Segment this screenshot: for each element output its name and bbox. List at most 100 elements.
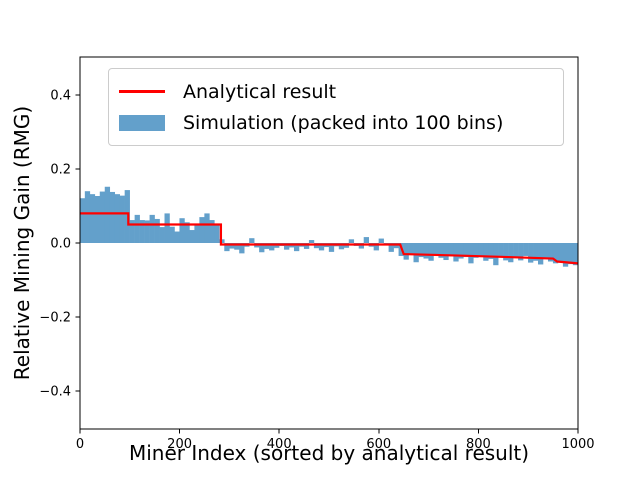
simulation-bar bbox=[473, 243, 479, 258]
simulation-bar bbox=[109, 191, 116, 243]
simulation-bar bbox=[154, 218, 160, 243]
simulation-bar bbox=[159, 227, 165, 243]
y-tick-label: 0.0 bbox=[50, 237, 71, 252]
simulation-bar bbox=[264, 243, 270, 249]
simulation-bar bbox=[513, 243, 519, 259]
x-tick-label: 0 bbox=[76, 437, 84, 452]
x-tick-label: 800 bbox=[466, 437, 491, 452]
simulation-bar bbox=[134, 214, 140, 243]
simulation-bar bbox=[259, 243, 265, 253]
simulation-bar bbox=[552, 243, 559, 264]
simulation-bar bbox=[542, 243, 549, 260]
simulation-bar bbox=[224, 243, 230, 252]
simulation-bar bbox=[453, 243, 459, 262]
x-tick-label: 200 bbox=[167, 437, 192, 452]
simulation-bar bbox=[328, 243, 335, 252]
simulation-bars bbox=[79, 186, 579, 267]
simulation-bar bbox=[179, 218, 185, 243]
simulation-bar bbox=[547, 243, 554, 262]
simulation-bar bbox=[528, 243, 534, 263]
simulation-bar bbox=[572, 243, 579, 266]
simulation-bar bbox=[408, 243, 414, 255]
simulation-bar bbox=[84, 191, 91, 243]
analytical-line bbox=[80, 212, 579, 265]
simulation-bar bbox=[503, 243, 509, 261]
simulation-bar bbox=[129, 220, 135, 243]
x-tick-label: 1000 bbox=[561, 437, 594, 452]
simulation-bar bbox=[249, 238, 255, 243]
simulation-bar bbox=[194, 224, 200, 243]
legend-label-analytical: Analytical result bbox=[183, 80, 337, 103]
simulation-bar bbox=[189, 230, 195, 243]
simulation-bar bbox=[418, 243, 424, 258]
simulation-bar bbox=[99, 191, 106, 243]
simulation-bar bbox=[144, 220, 150, 243]
simulation-bar bbox=[518, 243, 524, 261]
simulation-bar bbox=[373, 243, 379, 251]
simulation-bar bbox=[358, 243, 365, 249]
simulation-bar bbox=[303, 243, 310, 249]
simulation-bar bbox=[493, 243, 499, 266]
simulation-bar bbox=[199, 217, 205, 243]
simulation-bar bbox=[378, 238, 384, 243]
simulation-bar bbox=[533, 243, 539, 261]
simulation-bar bbox=[204, 213, 210, 243]
simulation-bar bbox=[139, 220, 145, 243]
simulation-bar bbox=[423, 243, 429, 259]
simulation-bar bbox=[413, 243, 419, 263]
simulation-bar bbox=[393, 243, 399, 249]
legend-line-swatch-icon bbox=[119, 90, 165, 93]
x-tick-label: 600 bbox=[366, 437, 391, 452]
simulation-bar bbox=[89, 194, 96, 243]
y-tick-label: −0.4 bbox=[39, 385, 71, 400]
legend: Analytical result Simulation (packed int… bbox=[108, 68, 564, 146]
simulation-bar bbox=[174, 231, 180, 243]
y-axis-label: Relative Mining Gain (RMG) bbox=[10, 105, 34, 381]
simulation-bar bbox=[209, 220, 215, 243]
y-tick-label: 0.4 bbox=[50, 89, 71, 104]
simulation-bar bbox=[79, 198, 86, 243]
simulation-bar bbox=[308, 240, 315, 243]
simulation-bar bbox=[269, 243, 275, 251]
legend-item-analytical: Analytical result bbox=[119, 76, 553, 107]
simulation-bar bbox=[318, 243, 325, 251]
legend-patch-swatch-icon bbox=[119, 114, 165, 131]
simulation-bar bbox=[557, 243, 564, 262]
simulation-bar bbox=[338, 243, 345, 250]
simulation-bar bbox=[348, 239, 355, 243]
simulation-bar bbox=[428, 243, 434, 261]
simulation-bar bbox=[443, 243, 449, 261]
simulation-bar bbox=[293, 243, 300, 252]
simulation-bar bbox=[483, 243, 489, 261]
simulation-bar bbox=[478, 243, 484, 256]
simulation-bar bbox=[169, 226, 175, 243]
simulation-bar bbox=[488, 243, 494, 259]
y-tick-label: 0.2 bbox=[50, 163, 71, 178]
simulation-bar bbox=[498, 243, 504, 258]
simulation-bar bbox=[149, 214, 155, 243]
simulation-bar bbox=[184, 222, 190, 243]
simulation-bar bbox=[508, 243, 514, 263]
simulation-bar bbox=[119, 195, 125, 243]
simulation-bar bbox=[284, 243, 290, 250]
simulation-bar bbox=[562, 243, 569, 267]
simulation-bar bbox=[438, 243, 444, 258]
simulation-bar bbox=[523, 243, 529, 256]
simulation-bar bbox=[403, 243, 409, 260]
simulation-bar bbox=[538, 243, 544, 265]
simulation-bar bbox=[433, 243, 439, 256]
y-tick-label: −0.2 bbox=[39, 311, 71, 326]
legend-item-simulation: Simulation (packed into 100 bins) bbox=[119, 107, 553, 138]
simulation-bar bbox=[448, 243, 454, 257]
legend-label-simulation: Simulation (packed into 100 bins) bbox=[183, 111, 504, 134]
simulation-bar bbox=[468, 243, 474, 264]
simulation-bar bbox=[567, 243, 574, 265]
simulation-bar bbox=[458, 243, 464, 259]
simulation-bar bbox=[313, 243, 320, 249]
x-tick-label: 400 bbox=[267, 437, 292, 452]
simulation-bar bbox=[363, 237, 369, 243]
simulation-bar bbox=[104, 186, 111, 243]
simulation-bar bbox=[239, 243, 245, 254]
